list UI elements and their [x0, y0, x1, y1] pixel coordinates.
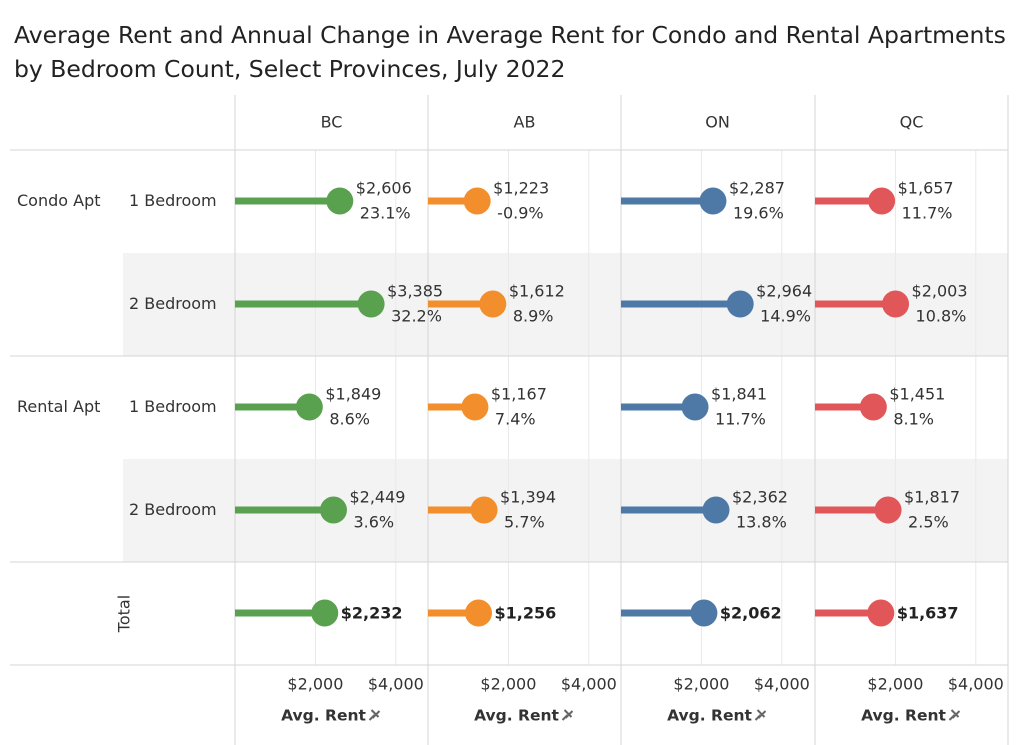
dot-marker — [479, 290, 507, 318]
change-label: 7.4% — [495, 410, 536, 429]
rent-label: $2,606 — [356, 179, 412, 198]
change-label: 8.9% — [513, 307, 554, 326]
dot-marker — [882, 290, 910, 318]
dot-marker — [702, 496, 730, 524]
chart-title-line-2: by Bedroom Count, Select Provinces, July… — [14, 55, 566, 83]
dot-marker — [465, 599, 493, 627]
chart-title: Average Rent and Annual Change in Averag… — [14, 18, 1014, 86]
rent-label: $1,394 — [500, 488, 556, 507]
rent-label: $1,817 — [904, 488, 960, 507]
axis-title: Avg. Rent — [281, 707, 366, 725]
column-header: BC — [321, 113, 343, 132]
dot-marker — [463, 187, 491, 215]
change-label: 8.6% — [329, 410, 370, 429]
rent-label: $1,256 — [495, 604, 557, 623]
rent-label: $1,657 — [898, 179, 954, 198]
change-label: 2.5% — [908, 513, 949, 532]
change-label: -0.9% — [497, 204, 543, 223]
dot-marker — [311, 599, 339, 627]
rent-label: $2,003 — [912, 282, 968, 301]
dot-marker — [690, 599, 718, 627]
row-label: 2 Bedroom — [129, 500, 217, 519]
pin-icon — [368, 709, 381, 721]
dot-marker — [681, 393, 709, 421]
axis-tick-label: $2,000 — [673, 675, 729, 694]
chart-title-line-1: Average Rent and Annual Change in Averag… — [14, 21, 1006, 49]
rent-label: $2,232 — [341, 604, 403, 623]
change-label: 11.7% — [902, 204, 953, 223]
axis-tick-label: $2,000 — [867, 675, 923, 694]
dot-marker — [295, 393, 323, 421]
rent-label: $2,362 — [732, 488, 788, 507]
axis-tick-label: $2,000 — [287, 675, 343, 694]
dot-marker — [699, 187, 727, 215]
dot-marker — [461, 393, 489, 421]
rent-label: $1,223 — [493, 179, 549, 198]
column-header: ON — [705, 113, 730, 132]
change-label: 11.7% — [715, 410, 766, 429]
group-label: Condo Apt — [17, 191, 101, 210]
pin-icon — [754, 709, 767, 721]
axis-tick-label: $4,000 — [948, 675, 1004, 694]
change-label: 3.6% — [353, 513, 394, 532]
dot-marker — [357, 290, 385, 318]
rent-label: $1,849 — [325, 385, 381, 404]
rent-label: $1,637 — [897, 604, 959, 623]
axis-title: Avg. Rent — [667, 707, 752, 725]
dot-marker — [874, 496, 902, 524]
dot-marker — [867, 599, 895, 627]
change-label: 23.1% — [360, 204, 411, 223]
axis-title: Avg. Rent — [474, 707, 559, 725]
rent-label: $2,964 — [756, 282, 812, 301]
rent-label: $3,385 — [387, 282, 443, 301]
axis-title: Avg. Rent — [861, 707, 946, 725]
column-header: AB — [514, 113, 536, 132]
row-label: 1 Bedroom — [129, 397, 217, 416]
change-label: 13.8% — [736, 513, 787, 532]
dot-marker — [868, 187, 896, 215]
column-header: QC — [900, 113, 924, 132]
rent-label: $2,287 — [729, 179, 785, 198]
axis-tick-label: $4,000 — [561, 675, 617, 694]
rent-label: $1,167 — [491, 385, 547, 404]
row-label: 1 Bedroom — [129, 191, 217, 210]
dot-marker — [859, 393, 887, 421]
dot-marker — [319, 496, 347, 524]
change-label: 10.8% — [916, 307, 967, 326]
change-label: 14.9% — [760, 307, 811, 326]
pin-icon — [561, 709, 574, 721]
axis-tick-label: $2,000 — [480, 675, 536, 694]
total-label: Total — [115, 595, 134, 633]
row-label: 2 Bedroom — [129, 294, 217, 313]
change-label: 8.1% — [893, 410, 934, 429]
rent-label: $1,451 — [889, 385, 945, 404]
change-label: 19.6% — [733, 204, 784, 223]
group-label: Rental Apt — [17, 397, 100, 416]
dot-marker — [726, 290, 754, 318]
axis-tick-label: $4,000 — [368, 675, 424, 694]
rent-label: $2,062 — [720, 604, 782, 623]
axis-tick-label: $4,000 — [754, 675, 810, 694]
change-label: 32.2% — [391, 307, 442, 326]
pin-icon — [948, 709, 961, 721]
dot-marker — [326, 187, 354, 215]
change-label: 5.7% — [504, 513, 545, 532]
dot-marker — [470, 496, 498, 524]
rent-label: $1,841 — [711, 385, 767, 404]
rent-label: $2,449 — [349, 488, 405, 507]
rent-label: $1,612 — [509, 282, 565, 301]
